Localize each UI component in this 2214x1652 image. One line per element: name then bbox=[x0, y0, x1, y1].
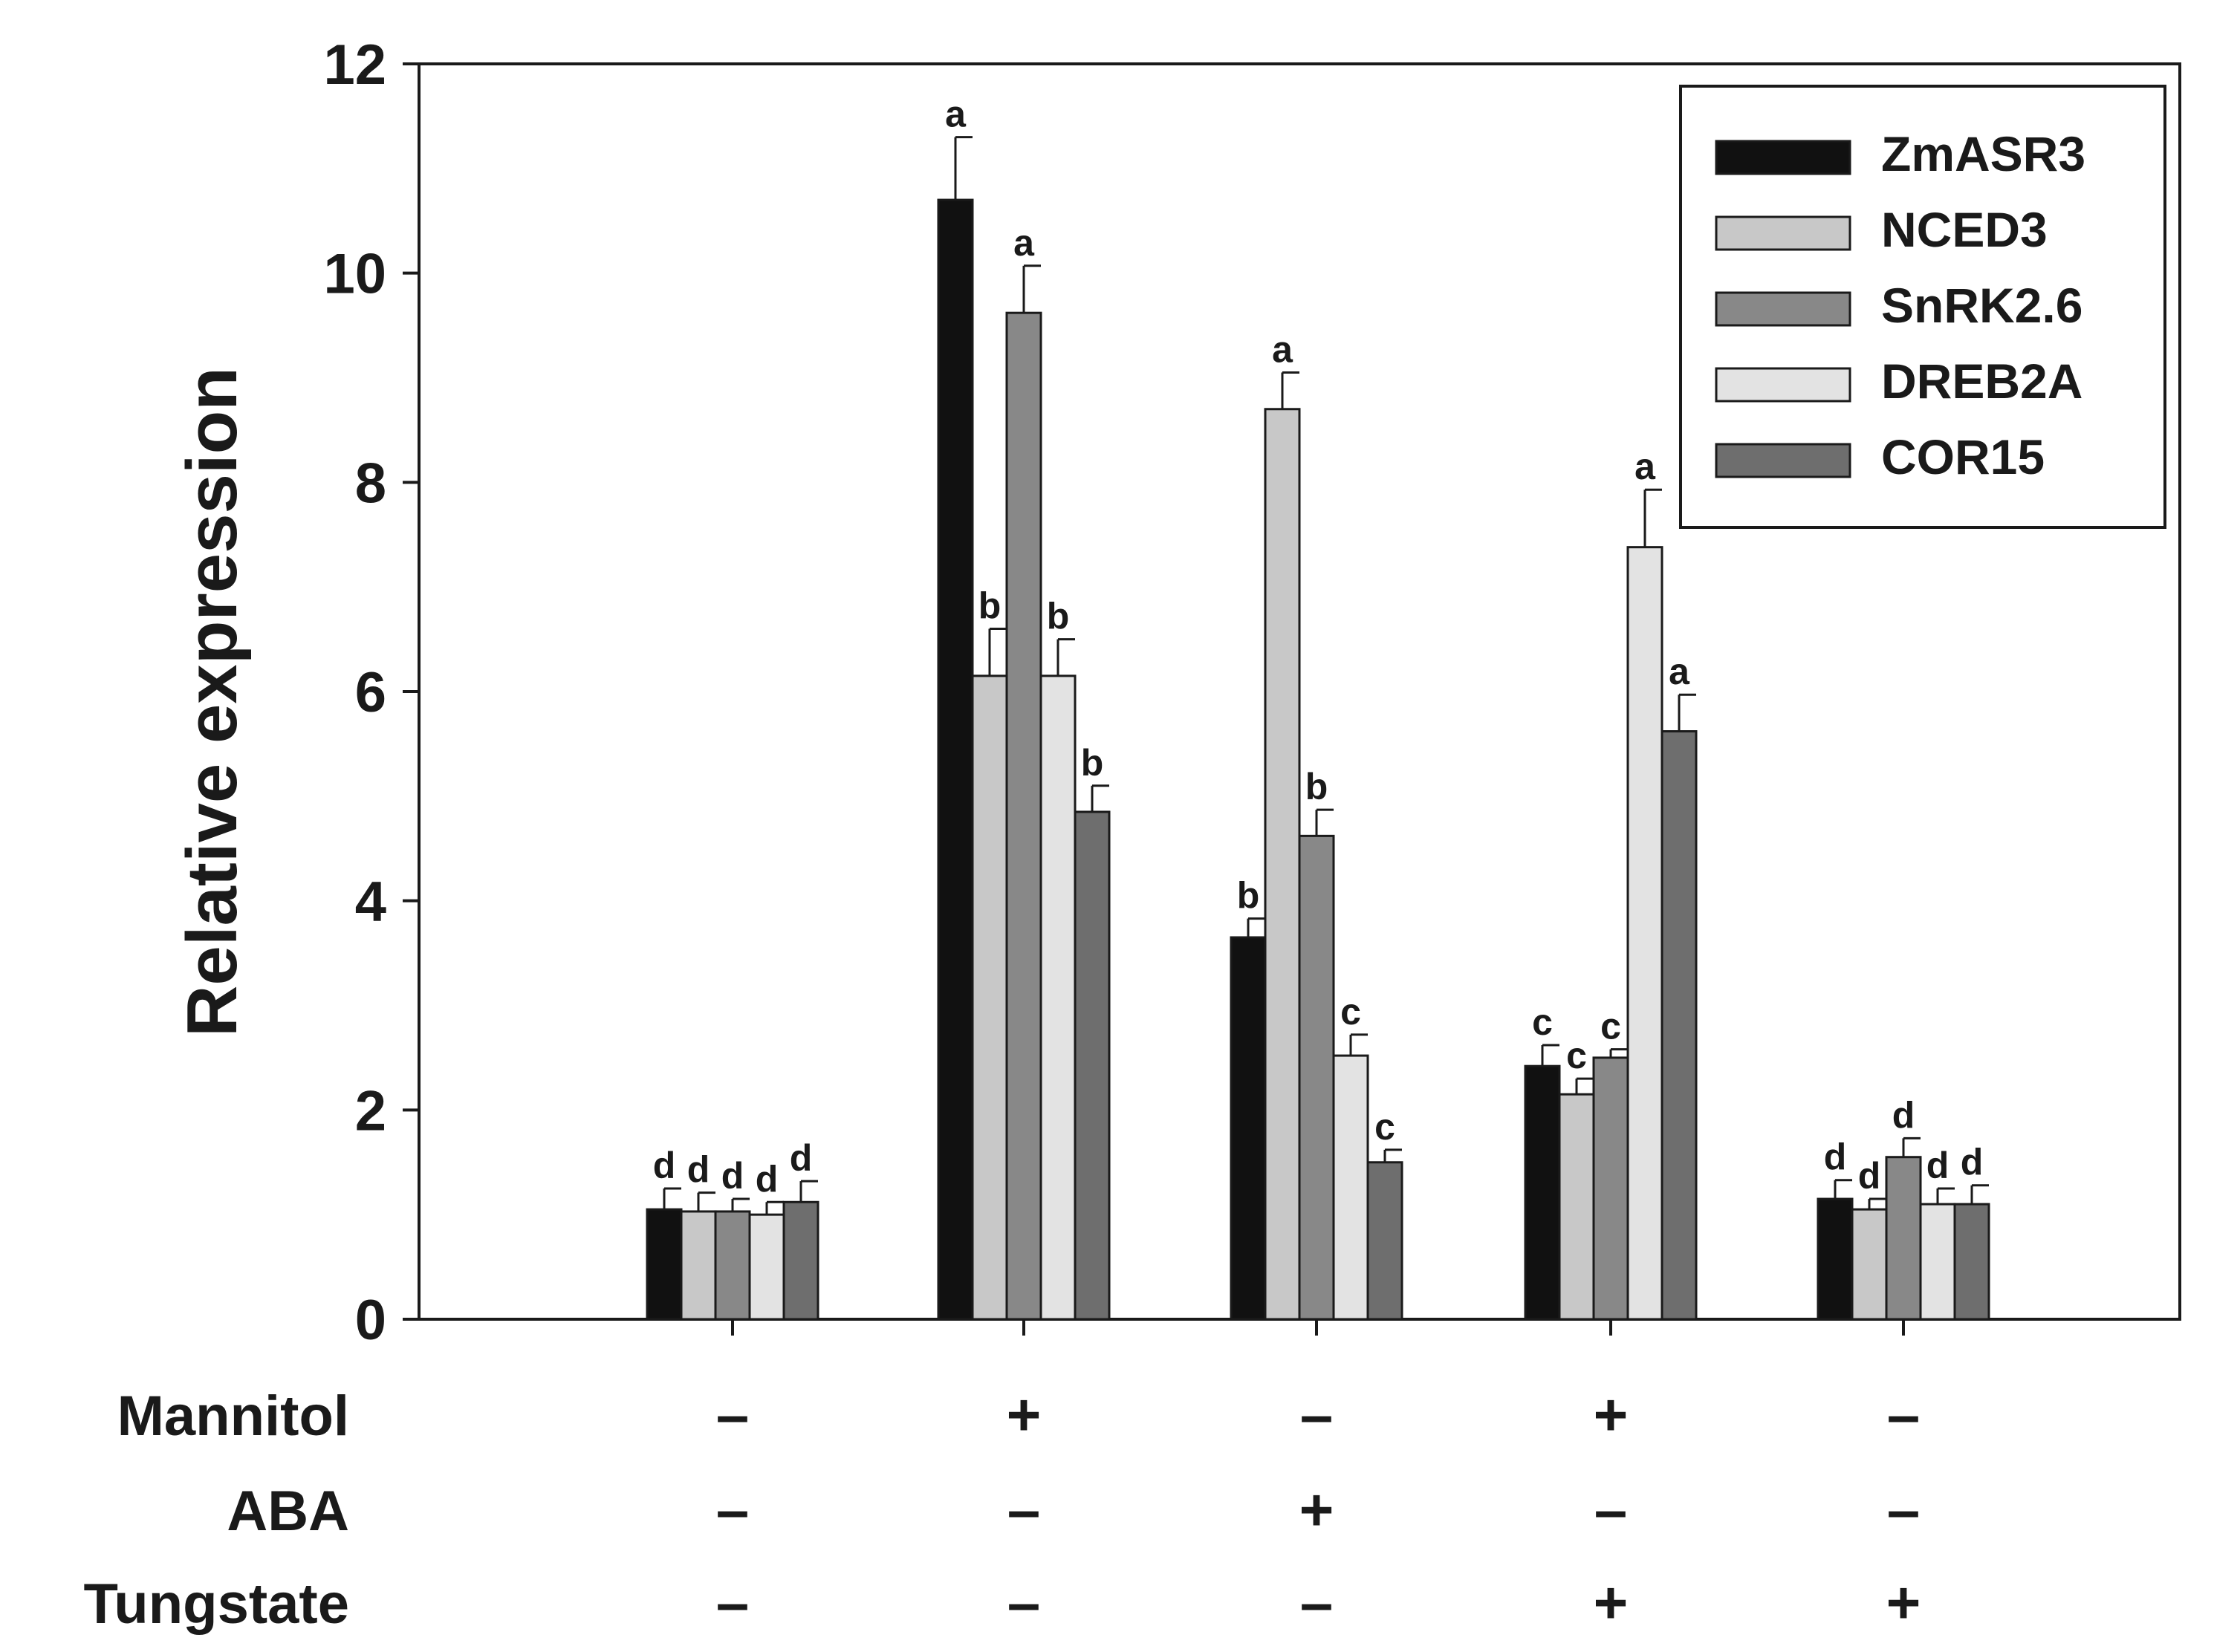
bar-snrk2-6 bbox=[1005, 311, 1042, 1321]
y-tick-label: 6 bbox=[355, 661, 386, 724]
legend-label: NCED3 bbox=[1881, 202, 2048, 257]
y-tick-label: 4 bbox=[355, 871, 386, 934]
significance-letter: a bbox=[1669, 651, 1690, 692]
significance-letter: a bbox=[1272, 328, 1293, 370]
bar-cor15 bbox=[1953, 1203, 1990, 1321]
condition-sign: – bbox=[716, 1477, 750, 1543]
significance-letter: b bbox=[978, 585, 1002, 627]
significance-letter: d bbox=[1892, 1094, 1915, 1136]
significance-letter: c bbox=[1340, 991, 1361, 1032]
bar-dreb2a bbox=[1039, 674, 1077, 1321]
significance-letter: b bbox=[1081, 742, 1104, 784]
condition-label: Tungstate bbox=[84, 1573, 349, 1636]
legend-label: SnRK2.6 bbox=[1881, 278, 2082, 333]
condition-sign: – bbox=[1887, 1477, 1921, 1543]
condition-label: Mannitol bbox=[117, 1385, 349, 1448]
significance-letter: d bbox=[687, 1149, 710, 1191]
condition-sign: – bbox=[1594, 1477, 1628, 1543]
significance-letter: b bbox=[1305, 766, 1328, 807]
bar-snrk2-6 bbox=[1298, 834, 1335, 1321]
legend: ZmASR3 NCED3 SnRK2.6 DREB2A COR15 bbox=[1679, 85, 2166, 529]
legend-label: ZmASR3 bbox=[1881, 126, 2085, 181]
significance-letter: c bbox=[1566, 1035, 1587, 1076]
bar-zmasr3 bbox=[1230, 936, 1267, 1321]
condition-sign: – bbox=[716, 1570, 750, 1636]
significance-letter: d bbox=[1858, 1155, 1881, 1197]
bar-zmasr3 bbox=[1524, 1064, 1561, 1321]
bar-dreb2a bbox=[1919, 1203, 1956, 1321]
bar-nced3 bbox=[1851, 1208, 1888, 1321]
significance-letter: d bbox=[790, 1137, 813, 1179]
condition-sign: + bbox=[1594, 1570, 1629, 1636]
error-bars-layer bbox=[663, 136, 1989, 1215]
bar-nced3 bbox=[1264, 408, 1301, 1321]
condition-sign: + bbox=[1594, 1382, 1629, 1448]
bar-cor15 bbox=[1366, 1161, 1403, 1321]
significance-letter: c bbox=[1600, 1006, 1621, 1047]
bar-cor15 bbox=[1660, 730, 1698, 1321]
bar-snrk2-6 bbox=[714, 1210, 751, 1321]
bar-nced3 bbox=[1558, 1093, 1595, 1321]
condition-sign: – bbox=[1007, 1570, 1041, 1636]
condition-sign: + bbox=[1886, 1570, 1921, 1636]
axes-layer: 0 2 4 6 8 10 12 bbox=[323, 33, 1905, 1352]
significance-letter: d bbox=[721, 1155, 744, 1197]
significance-letter: b bbox=[1047, 596, 1070, 637]
significance-letter: d bbox=[1961, 1142, 1984, 1183]
bar-snrk2-6 bbox=[1885, 1156, 1922, 1321]
bar-nced3 bbox=[971, 674, 1008, 1321]
significance-letter: a bbox=[1634, 446, 1656, 487]
legend-swatch bbox=[1715, 367, 1851, 403]
bar-dreb2a bbox=[1332, 1054, 1369, 1321]
bar-zmasr3 bbox=[646, 1208, 683, 1321]
condition-sign: + bbox=[1299, 1477, 1334, 1543]
legend-label: COR15 bbox=[1881, 429, 2045, 484]
y-tick-label: 8 bbox=[355, 452, 386, 515]
legend-label: DREB2A bbox=[1881, 354, 2082, 409]
condition-sign: + bbox=[1007, 1382, 1042, 1448]
y-axis-label: Relative expression bbox=[172, 367, 252, 1037]
legend-swatch bbox=[1715, 443, 1851, 478]
significance-letter: b bbox=[1237, 875, 1260, 917]
significance-letter: d bbox=[1824, 1136, 1847, 1178]
significance-letter: a bbox=[945, 94, 967, 135]
condition-sign: – bbox=[1887, 1382, 1921, 1448]
y-tick-label: 2 bbox=[355, 1079, 386, 1142]
condition-sign: – bbox=[1300, 1570, 1334, 1636]
condition-label: ABA bbox=[227, 1480, 349, 1543]
y-tick-label: 12 bbox=[323, 33, 386, 97]
legend-swatch bbox=[1715, 291, 1851, 327]
significance-letter: d bbox=[653, 1145, 676, 1186]
significance-letter: a bbox=[1013, 222, 1035, 264]
significance-letter: d bbox=[756, 1158, 779, 1200]
bar-snrk2-6 bbox=[1592, 1056, 1629, 1321]
treatment-conditions-table: Mannitol – + – + – ABA – – + – – Tungstate – – – + + bbox=[84, 1382, 1921, 1636]
legend-swatch bbox=[1715, 215, 1851, 251]
bar-zmasr3 bbox=[937, 198, 974, 1321]
bar-cor15 bbox=[1074, 810, 1111, 1321]
significance-letter: d bbox=[1926, 1145, 1950, 1186]
bar-nced3 bbox=[680, 1210, 717, 1321]
y-tick-label: 0 bbox=[355, 1289, 386, 1352]
condition-sign: – bbox=[1300, 1382, 1334, 1448]
bar-dreb2a bbox=[748, 1213, 785, 1321]
y-tick-label: 10 bbox=[323, 243, 386, 306]
legend-swatch bbox=[1715, 140, 1851, 175]
condition-sign: – bbox=[1007, 1477, 1041, 1543]
significance-letter: c bbox=[1532, 1001, 1553, 1043]
bar-dreb2a bbox=[1626, 546, 1663, 1321]
significance-letter: c bbox=[1374, 1106, 1395, 1148]
condition-sign: – bbox=[716, 1382, 750, 1448]
bar-cor15 bbox=[782, 1200, 819, 1321]
bar-zmasr3 bbox=[1817, 1197, 1854, 1321]
